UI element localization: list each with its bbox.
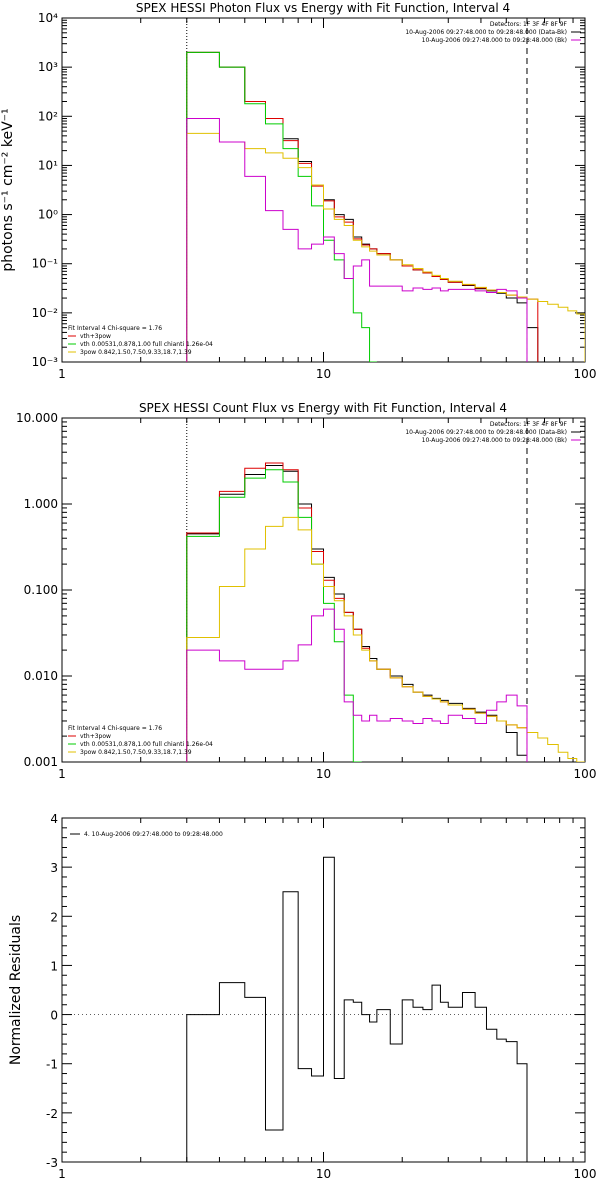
y-tick-label: 10⁰ bbox=[38, 208, 58, 222]
y-tick-label: 1.000 bbox=[24, 497, 58, 511]
y-tick-label: 10⁴ bbox=[38, 11, 58, 25]
legend-entry: vth 0.00531,0.878,1.00 full chianti 1.26… bbox=[80, 341, 213, 348]
y-tick-label: 0.001 bbox=[24, 755, 58, 769]
y-tick-label: 2 bbox=[50, 910, 58, 924]
legend-entry: 3pow 0.842,1.50,7.50,9.33,18.7,1.39 bbox=[80, 749, 192, 756]
y-tick-label: 10² bbox=[38, 109, 58, 123]
series-0-line bbox=[186, 465, 528, 762]
x-tick-label: 10 bbox=[316, 367, 331, 381]
y-tick-label: 10⁻² bbox=[32, 306, 59, 320]
legend-entry: 10-Aug-2006 09:27:48.000 to 09:28:48.000… bbox=[422, 37, 567, 44]
x-tick-label: 1 bbox=[58, 767, 66, 781]
legend-entry: 4. 10-Aug-2006 09:27:48.000 to 09:28:48.… bbox=[84, 831, 223, 838]
series-1-line bbox=[186, 462, 528, 762]
legend-entry: Detectors: 1F 3F 4F 8F 9F bbox=[490, 421, 568, 428]
x-tick-label: 100 bbox=[574, 767, 597, 781]
legend-entry: vth+3pow bbox=[80, 333, 111, 340]
legend-entry: Detectors: 1F 3F 4F 8F 9F bbox=[490, 21, 568, 28]
legend-entry: Fit Interval 4 Chi-square = 1.76 bbox=[68, 325, 162, 332]
series-0-line bbox=[186, 51, 539, 362]
y-tick-label: -3 bbox=[46, 1156, 58, 1170]
y-tick-label: 0.100 bbox=[24, 583, 58, 597]
photon-flux-title: SPEX HESSI Photon Flux vs Energy with Fi… bbox=[136, 1, 510, 15]
photon-flux-ylabel: photons s⁻¹ cm⁻² keV⁻¹ bbox=[0, 108, 16, 271]
legend-entry: vth+3pow bbox=[80, 733, 111, 740]
x-tick-label: 100 bbox=[574, 1167, 597, 1181]
y-tick-label: -1 bbox=[46, 1058, 58, 1072]
y-tick-label: 0 bbox=[50, 1009, 58, 1023]
legend-entry: 3pow 0.842,1.50,7.50,9.33,18.7,1.39 bbox=[80, 349, 192, 356]
series-2-line bbox=[186, 469, 362, 762]
residuals-panel: Normalized Residuals 1 10 100 -3 -2 -1 0 1 2 3 4 4.… bbox=[8, 812, 596, 1181]
y-tick-label: 10.000 bbox=[16, 411, 58, 425]
series-4-line bbox=[186, 608, 528, 762]
y-tick-label: 10⁻³ bbox=[32, 355, 59, 369]
count-flux-title: SPEX HESSI Count Flux vs Energy with Fit… bbox=[139, 401, 507, 415]
series-3-line bbox=[186, 132, 585, 362]
legend-entry: 10-Aug-2006 09:27:48.000 to 09:28:48.000… bbox=[405, 429, 567, 436]
series-3-line bbox=[186, 516, 585, 762]
count-flux-panel: SPEX HESSI Count Flux vs Energy with Fit… bbox=[16, 401, 596, 781]
photon-flux-panel: SPEX HESSI Photon Flux vs Energy with Fi… bbox=[0, 1, 596, 381]
legend-entry: 10-Aug-2006 09:27:48.000 to 09:28:48.000… bbox=[405, 29, 567, 36]
x-tick-label: 100 bbox=[574, 367, 597, 381]
y-tick-label: 10¹ bbox=[38, 158, 58, 172]
legend-entry: Fit Interval 4 Chi-square = 1.76 bbox=[68, 725, 162, 732]
y-tick-label: 3 bbox=[50, 861, 58, 875]
x-tick-label: 1 bbox=[58, 367, 66, 381]
series-0-line bbox=[186, 856, 528, 1162]
x-tick-label: 1 bbox=[58, 1167, 66, 1181]
legend-entry: 10-Aug-2006 09:27:48.000 to 09:28:48.000… bbox=[422, 437, 567, 444]
y-tick-label: 10³ bbox=[38, 60, 58, 74]
series-1-line bbox=[186, 51, 539, 362]
y-tick-label: -2 bbox=[46, 1107, 58, 1121]
residuals-ylabel: Normalized Residuals bbox=[8, 915, 24, 1065]
series-4-line bbox=[186, 118, 528, 362]
y-tick-label: 1 bbox=[50, 959, 58, 973]
x-tick-label: 10 bbox=[316, 767, 331, 781]
x-tick-label: 10 bbox=[316, 1167, 331, 1181]
y-tick-label: 10⁻¹ bbox=[32, 257, 59, 271]
series-2-line bbox=[186, 51, 377, 362]
y-tick-label: 0.010 bbox=[24, 669, 58, 683]
y-tick-label: 4 bbox=[50, 812, 58, 826]
legend-entry: vth 0.00531,0.878,1.00 full chianti 1.26… bbox=[80, 741, 213, 748]
